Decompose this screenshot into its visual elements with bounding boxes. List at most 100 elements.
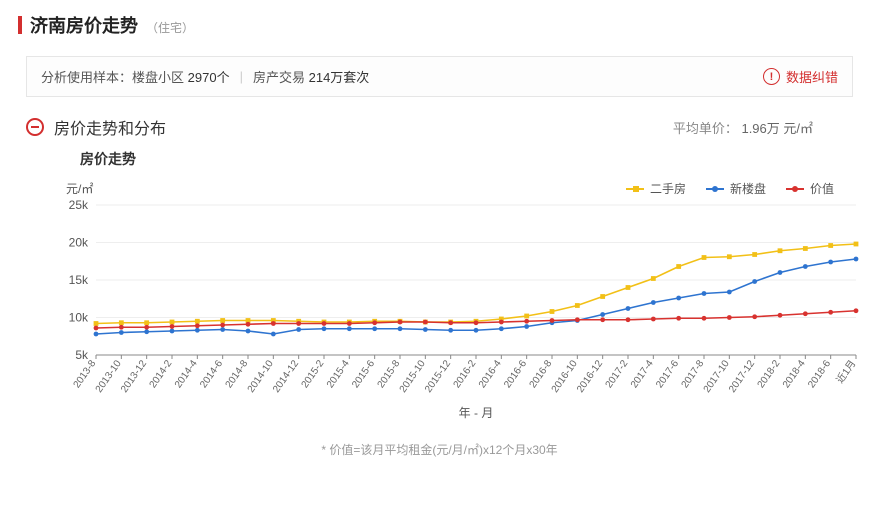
series-marker	[575, 317, 580, 322]
series-marker	[752, 314, 757, 319]
title-accent-bar	[18, 16, 22, 34]
legend-label: 二手房	[650, 181, 686, 196]
series-marker	[170, 320, 175, 325]
x-tick-label: 2018-2	[756, 358, 783, 390]
y-tick-label: 15k	[69, 273, 89, 287]
series-marker	[474, 328, 479, 333]
x-tick-label: 2017-2	[604, 358, 631, 390]
avg-value: 1.96万 元/㎡	[741, 121, 813, 136]
series-marker	[727, 290, 732, 295]
sample-label: 楼盘小区	[132, 67, 184, 86]
series-marker	[499, 326, 504, 331]
x-tick-label: 2018-6	[806, 358, 833, 390]
series-marker	[119, 325, 124, 330]
error-link-label: 数据纠错	[786, 67, 838, 86]
series-line	[96, 244, 856, 324]
series-marker	[94, 332, 99, 337]
x-tick-label: 2013-8	[72, 358, 99, 390]
chart-footnote: * 价值=该月平均租金(元/月/㎡)x12个月x30年	[18, 441, 861, 458]
data-correction-link[interactable]: ! 数据纠错	[763, 67, 838, 86]
x-tick-label: 2016-4	[477, 358, 504, 390]
y-tick-label: 5k	[75, 348, 89, 362]
series-marker	[778, 313, 783, 318]
series-marker	[296, 327, 301, 332]
chart-title: 房价走势	[80, 149, 861, 169]
series-marker	[474, 320, 479, 325]
series-marker	[600, 312, 605, 317]
x-tick-label: 2015-6	[350, 358, 377, 390]
x-axis-title: 年 - 月	[459, 406, 494, 420]
series-marker	[727, 315, 732, 320]
section-icon	[26, 118, 44, 136]
x-tick-label: 2014-2	[148, 358, 175, 390]
x-tick-label: 2014-6	[198, 358, 225, 390]
x-tick-label: 近1月	[833, 357, 858, 385]
series-marker	[778, 248, 783, 253]
series-marker	[322, 321, 327, 326]
sample-count: 2970个	[188, 67, 230, 86]
y-tick-label: 20k	[69, 236, 89, 250]
y-tick-label: 10k	[69, 311, 89, 325]
chart-svg: 元/㎡5k10k15k20k25k2013-82013-102013-12201…	[26, 175, 866, 435]
series-marker	[144, 325, 149, 330]
series-marker	[676, 316, 681, 321]
series-marker	[220, 327, 225, 332]
series-marker	[651, 276, 656, 281]
sample-prefix: 分析使用样本：	[41, 67, 132, 86]
series-marker	[803, 311, 808, 316]
series-marker	[499, 320, 504, 325]
series-marker	[803, 264, 808, 269]
average-price: 平均单价： 1.96万 元/㎡	[673, 118, 813, 137]
series-marker	[347, 326, 352, 331]
series-marker	[246, 322, 251, 327]
series-marker	[752, 252, 757, 257]
series-marker	[626, 317, 631, 322]
series-marker	[828, 260, 833, 265]
page-header: 济南房价走势 （住宅）	[18, 12, 861, 38]
x-tick-label: 2017-12	[727, 358, 757, 395]
series-marker	[778, 270, 783, 275]
section-header: 房价走势和分布 平均单价： 1.96万 元/㎡	[26, 115, 853, 139]
series-marker	[524, 319, 529, 324]
x-tick-label: 2017-8	[680, 358, 707, 390]
series-marker	[828, 243, 833, 248]
legend-marker	[792, 186, 798, 192]
series-marker	[144, 329, 149, 334]
x-tick-label: 2013-12	[119, 358, 149, 395]
series-marker	[372, 326, 377, 331]
series-marker	[372, 320, 377, 325]
series-marker	[448, 328, 453, 333]
x-tick-label: 2017-6	[654, 358, 681, 390]
legend-label: 价值	[810, 181, 834, 196]
sample-info-box: 分析使用样本： 楼盘小区 2970个 | 房产交易 214万套次 ! 数据纠错	[26, 56, 853, 97]
series-marker	[144, 320, 149, 325]
y-tick-label: 25k	[69, 198, 89, 212]
section-title: 房价走势和分布	[54, 115, 166, 139]
series-marker	[322, 326, 327, 331]
series-marker	[119, 330, 124, 335]
series-marker	[119, 320, 124, 325]
series-marker	[220, 323, 225, 328]
avg-label: 平均单价：	[673, 121, 738, 136]
x-tick-label: 2015-2	[300, 358, 327, 390]
x-tick-label: 2016-12	[575, 358, 605, 395]
series-marker	[550, 318, 555, 323]
x-tick-label: 2016-6	[502, 358, 529, 390]
series-marker	[854, 308, 859, 313]
series-marker	[524, 324, 529, 329]
exclamation-icon: !	[763, 68, 780, 85]
x-tick-label: 2015-12	[423, 358, 453, 395]
series-marker	[423, 320, 428, 325]
series-marker	[398, 326, 403, 331]
price-trend-chart: 元/㎡5k10k15k20k25k2013-82013-102013-12201…	[26, 175, 853, 435]
series-marker	[195, 323, 200, 328]
series-marker	[271, 321, 276, 326]
series-marker	[651, 317, 656, 322]
series-marker	[828, 310, 833, 315]
series-marker	[702, 291, 707, 296]
x-tick-label: 2017-4	[629, 358, 656, 390]
trade-label: 房产交易	[253, 67, 305, 86]
legend-marker	[633, 186, 639, 192]
series-marker	[524, 314, 529, 319]
series-marker	[347, 321, 352, 326]
